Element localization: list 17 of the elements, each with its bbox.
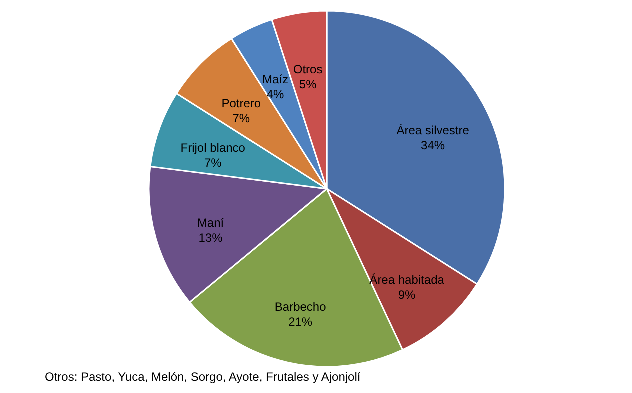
data-label: 34% [421, 138, 446, 153]
text: Otros: Pasto, Yuca, Melón, Sorgo, Ayote, Frutales y Ajonjolí [45, 370, 362, 384]
slice-label: Frijol blanco [180, 141, 246, 155]
slice-label: Área habitada [370, 272, 445, 287]
data-label: 4% [266, 87, 284, 102]
data-label: 13% [198, 230, 224, 245]
slice-label: Barbecho [274, 300, 327, 314]
slice-label: Potrero [222, 96, 262, 110]
data-label: 9% [398, 288, 416, 302]
slice-label: Otros [293, 62, 323, 76]
data-label: 7% [204, 156, 222, 170]
slice-label: Maní [197, 216, 225, 230]
data-label: 7% [232, 111, 250, 126]
slice-label: Área silvestre [396, 124, 470, 138]
data-label: 5% [299, 77, 318, 92]
slice-label: Maíz [262, 72, 288, 86]
data-label: 21% [288, 315, 313, 330]
